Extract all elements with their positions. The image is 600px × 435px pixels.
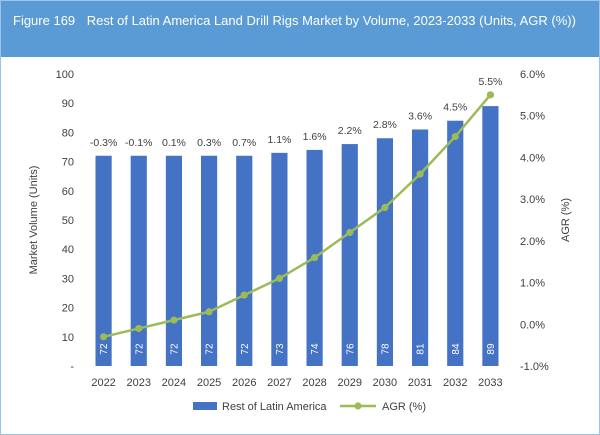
agr-value-label: 0.7% — [232, 137, 256, 149]
y-tick-label: 100 — [56, 69, 74, 81]
agr-point — [381, 203, 389, 212]
y-tick-label: 50 — [62, 215, 74, 227]
agr-line-series — [99, 91, 495, 341]
agr-value-label: 2.8% — [373, 119, 397, 131]
bar-value-labels: 72 72 72 72 72 73 74 76 78 81 84 89 — [99, 343, 497, 355]
x-tick-label: 2030 — [373, 377, 397, 389]
agr-value-label: 0.1% — [162, 137, 186, 149]
bar — [376, 138, 394, 366]
y2-tick-label: 5.0% — [520, 111, 545, 123]
bar-value-label: 72 — [240, 343, 251, 355]
bar — [236, 155, 253, 366]
y-tick-label: 60 — [62, 186, 74, 198]
agr-point — [451, 132, 459, 141]
x-tick-label: 2024 — [162, 377, 186, 389]
legend-line-label: AGR (%) — [382, 401, 426, 413]
x-tick-label: 2023 — [127, 377, 151, 389]
x-tick-label: 2031 — [408, 377, 432, 389]
bar-value-label: 89 — [486, 343, 497, 355]
bar-value-label: 72 — [169, 343, 180, 355]
x-tick-label: 2032 — [443, 377, 467, 389]
agr-point — [205, 308, 213, 316]
y2-tick-label: 6.0% — [520, 69, 545, 81]
x-tick-label: 2027 — [267, 377, 291, 389]
y2-tick-label: 1.0% — [520, 278, 545, 290]
agr-value-label: 3.6% — [408, 110, 432, 122]
agr-value-label: -0.1% — [125, 137, 152, 149]
legend: Rest of Latin America AGR (%) — [193, 401, 426, 413]
bar-value-label: 84 — [451, 343, 462, 355]
agr-point — [310, 253, 319, 262]
y-tick-label: 80 — [62, 127, 74, 139]
bar — [165, 155, 183, 366]
bar-value-label: 78 — [380, 343, 391, 355]
agr-point — [170, 316, 178, 324]
bar-value-label: 76 — [345, 343, 356, 355]
x-axis-ticks: 2022 2023 2024 2025 2026 2027 2028 2029 2030 2031… — [91, 377, 502, 389]
x-tick-label: 2029 — [338, 377, 362, 389]
right-axis-ticks: -1.0% 0.0% 1.0% 2.0% 3.0% 4.0% 5.0% 6.0% — [520, 69, 549, 373]
bar — [271, 152, 288, 366]
agr-value-label: -0.3% — [90, 137, 117, 149]
agr-value-label: 2.2% — [338, 125, 362, 137]
y2-tick-label: 2.0% — [520, 236, 545, 248]
agr-value-label: 5.5% — [478, 76, 502, 88]
agr-point — [135, 324, 143, 333]
y2-axis-title: AGR (%) — [560, 198, 572, 242]
agr-point — [240, 291, 248, 299]
y-tick-label: 20 — [62, 303, 74, 315]
legend-line-marker — [354, 402, 362, 410]
bar-value-label: 72 — [99, 343, 110, 355]
bar — [95, 155, 112, 366]
agr-value-label: 1.1% — [267, 134, 291, 146]
y-tick-label: - — [70, 361, 74, 373]
bar — [411, 129, 429, 366]
bar-value-label: 72 — [134, 343, 145, 355]
bar-series — [95, 106, 499, 367]
y2-tick-label: 0.0% — [520, 319, 545, 331]
agr-point — [275, 274, 284, 282]
y2-tick-label: 4.0% — [520, 152, 545, 164]
legend-bar-label: Rest of Latin America — [222, 401, 327, 413]
legend-bar-swatch — [193, 402, 217, 410]
left-axis-ticks: - 10 20 30 40 50 60 70 80 90 100 — [56, 69, 75, 373]
agr-point — [416, 170, 424, 178]
y2-tick-label: -1.0% — [520, 361, 549, 373]
y-tick-label: 40 — [62, 244, 74, 256]
y-tick-label: 10 — [62, 332, 74, 344]
x-tick-label: 2026 — [232, 377, 256, 389]
agr-point — [486, 91, 495, 99]
bar — [447, 120, 464, 366]
bar — [200, 155, 218, 366]
figure-label: Figure 169 — [13, 13, 76, 28]
y-tick-label: 90 — [62, 98, 74, 110]
y-axis-title: Market Volume (Units) — [28, 166, 40, 275]
bar — [341, 144, 358, 366]
x-tick-label: 2028 — [302, 377, 326, 389]
x-tick-label: 2022 — [91, 377, 115, 389]
agr-point — [99, 333, 108, 341]
y2-tick-label: 3.0% — [520, 194, 545, 206]
bar — [130, 155, 147, 366]
bar — [482, 106, 499, 367]
bar-value-label: 74 — [310, 343, 321, 355]
agr-point — [346, 228, 354, 237]
agr-value-label: 1.6% — [303, 131, 327, 143]
y-tick-label: 70 — [62, 157, 74, 169]
figure-header: Figure 169 Rest of Latin America Land Dr… — [1, 1, 599, 57]
agr-value-labels: -0.3% -0.1% 0.1% 0.3% 0.7% 1.1% 1.6% 2.2% 2.8% 3.… — [90, 76, 503, 149]
agr-line — [103, 94, 492, 339]
figure-title: Rest of Latin America Land Drill Rigs Ma… — [86, 13, 576, 28]
bar-value-label: 73 — [275, 343, 286, 355]
y-tick-label: 30 — [62, 273, 74, 285]
x-tick-label: 2033 — [478, 377, 502, 389]
agr-value-label: 0.3% — [197, 137, 221, 149]
bar-value-label: 72 — [205, 343, 216, 355]
bar-value-label: 81 — [416, 343, 427, 355]
x-tick-label: 2025 — [197, 377, 221, 389]
agr-value-label: 4.5% — [443, 102, 467, 114]
